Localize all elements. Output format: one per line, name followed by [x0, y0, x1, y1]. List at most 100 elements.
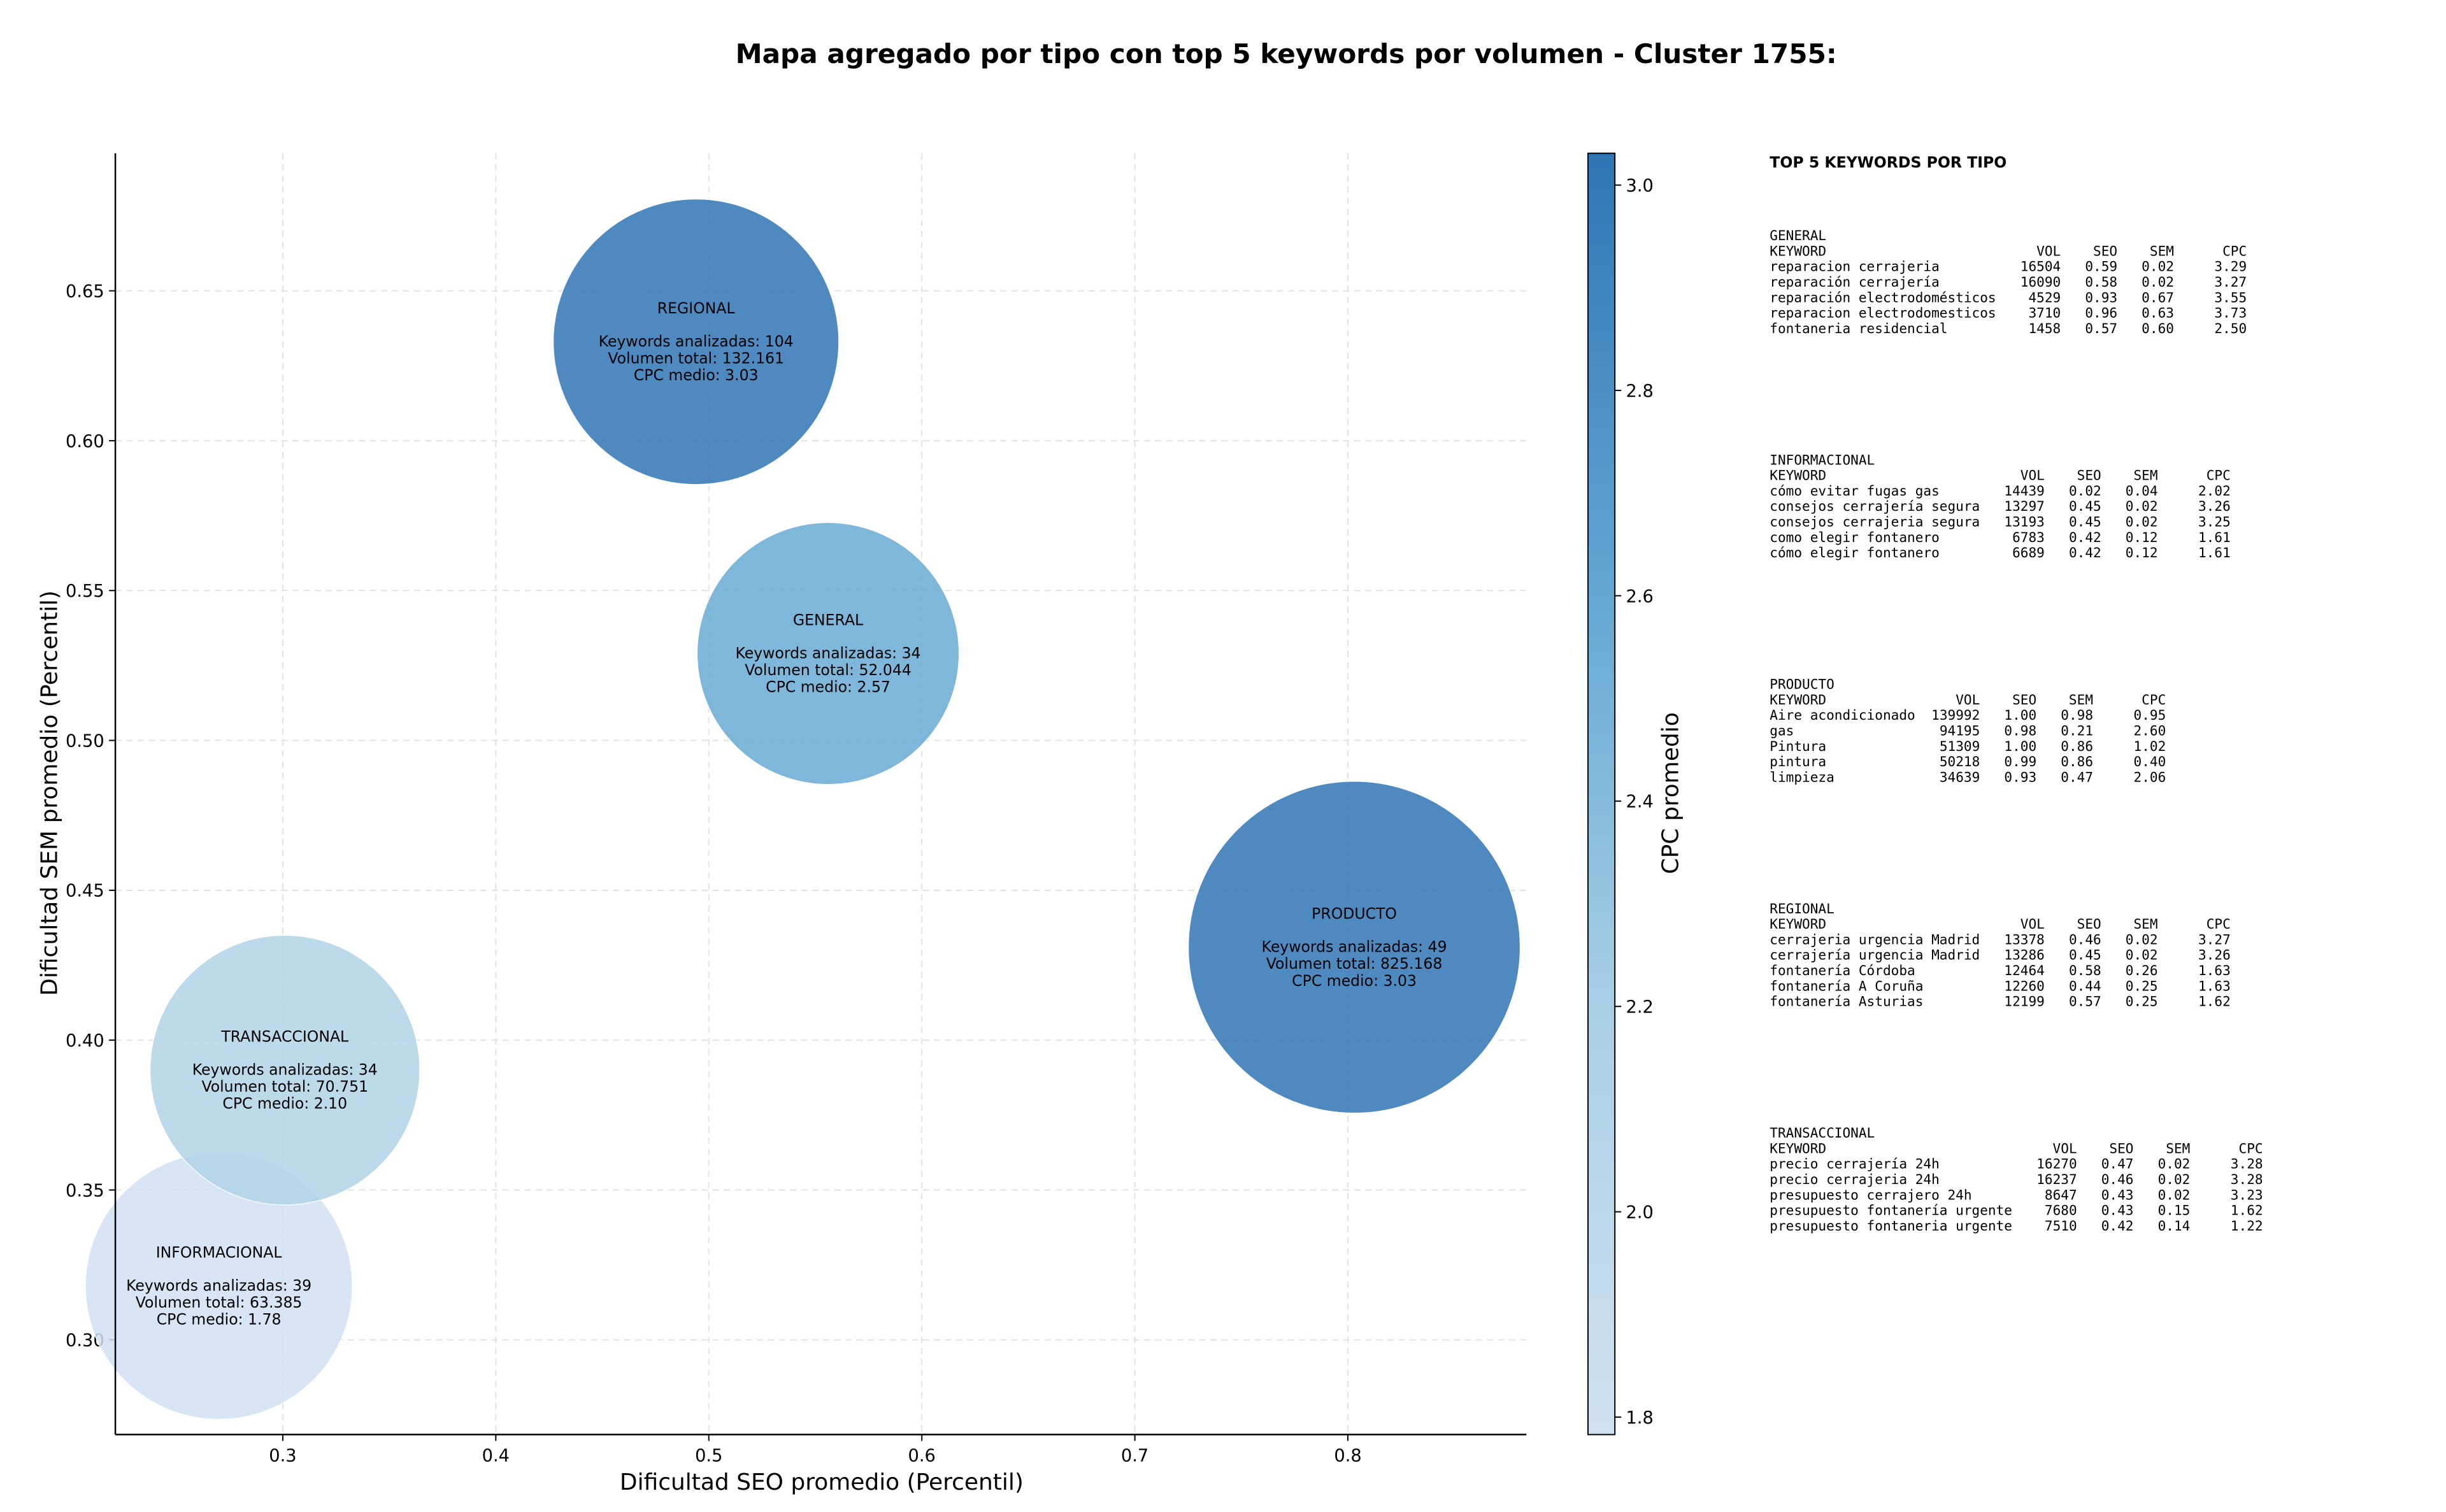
table-cell: 0.45 [2069, 514, 2101, 530]
table-header: VOL [2020, 467, 2045, 483]
table-name: GENERAL [1770, 227, 1826, 243]
table-cell: presupuesto fontaneria urgente [1770, 1218, 2012, 1234]
table-cell: 1.61 [2198, 529, 2231, 545]
table-cell: 3710 [2028, 305, 2061, 321]
table-cell: 0.93 [2085, 289, 2117, 305]
table-cell: 0.45 [2069, 498, 2101, 514]
table-cell: 16270 [2036, 1156, 2077, 1172]
table-cell: 0.95 [2134, 707, 2166, 723]
table-cell: cómo elegir fontanero [1770, 545, 1940, 560]
y-tick-label: 0.35 [66, 1181, 104, 1201]
table-cell: reparacion cerrajeria [1770, 259, 1940, 275]
table-cell: 16237 [2036, 1171, 2077, 1187]
table-cell: 0.21 [2061, 723, 2093, 739]
table-cell: 0.02 [2158, 1187, 2191, 1202]
table-header: CPC [2239, 1140, 2263, 1156]
table-cell: reparación cerrajería [1770, 274, 1940, 290]
table-name: PRODUCTO [1770, 676, 1834, 692]
table-cell: 1.00 [2004, 707, 2036, 723]
table-cell: presupuesto fontanería urgente [1770, 1202, 2012, 1218]
table-cell: 12199 [2004, 994, 2044, 1009]
table-name: INFORMACIONAL [1770, 452, 1875, 467]
colorbar-tick-label: 2.2 [1626, 997, 1654, 1017]
table-cell: 7510 [2045, 1218, 2077, 1234]
table-cell: 0.02 [2126, 498, 2158, 514]
x-tick-label: 0.7 [1121, 1446, 1148, 1466]
bubble [1188, 781, 1521, 1114]
table-cell: 1.61 [2198, 545, 2231, 560]
table-cell: reparacion electrodomesticos [1770, 305, 1996, 321]
colorbar [1587, 152, 1616, 1436]
table-cell: 13378 [2004, 931, 2044, 947]
table-cell: 34639 [1940, 769, 1980, 785]
table-cell: como elegir fontanero [1770, 529, 1940, 545]
table-cell: 50218 [1940, 753, 1980, 769]
table-cell: 0.02 [2142, 274, 2174, 290]
table-header: SEO [2012, 692, 2036, 708]
table-header: CPC [2206, 916, 2231, 932]
table-cell: 1.02 [2134, 738, 2166, 754]
colorbar-tick-label: 2.6 [1626, 587, 1654, 606]
table-cell: 4529 [2028, 289, 2061, 305]
y-tick-label: 0.40 [66, 1031, 104, 1051]
table-cell: cerrajería urgencia Madrid [1770, 947, 1980, 963]
table-cell: 3.28 [2231, 1171, 2263, 1187]
y-tick-label: 0.60 [66, 432, 104, 452]
table-name: TRANSACCIONAL [1770, 1125, 1875, 1141]
colorbar-tick-label: 2.0 [1626, 1203, 1654, 1223]
x-tick-label: 0.5 [695, 1446, 722, 1466]
table-cell: 0.47 [2101, 1156, 2134, 1172]
table-cell: 0.58 [2085, 274, 2117, 290]
table-cell: 1.00 [2004, 738, 2036, 754]
table-header: KEYWORD [1770, 467, 1826, 483]
table-cell: 0.86 [2061, 738, 2093, 754]
table-cell: cómo evitar fugas gas [1770, 483, 1940, 499]
bubble-name: PRODUCTO [1312, 905, 1397, 923]
table-header: SEM [2133, 916, 2157, 932]
table-header: CPC [2206, 467, 2231, 483]
x-tick-label: 0.8 [1334, 1446, 1361, 1466]
bubble-annotation: CPC medio: 2.10 [222, 1095, 347, 1113]
table-cell: 0.60 [2142, 320, 2174, 336]
table-cell: 3.23 [2231, 1187, 2263, 1202]
table-header: CPC [2142, 692, 2166, 708]
table-cell: 16090 [2020, 274, 2061, 290]
y-tick-label: 0.55 [66, 581, 104, 601]
table-header: KEYWORD [1770, 916, 1826, 932]
table-cell: 0.42 [2069, 529, 2101, 545]
x-tick-label: 0.3 [269, 1446, 296, 1466]
table-cell: 0.96 [2085, 305, 2117, 321]
table-cell: limpieza [1770, 769, 1834, 785]
table-header: VOL [1956, 692, 1980, 708]
table-header: SEO [2077, 916, 2101, 932]
table-cell: 2.02 [2198, 483, 2231, 499]
table-cell: 13286 [2004, 947, 2044, 963]
table-header: KEYWORD [1770, 1140, 1826, 1156]
table-header: SEM [2133, 467, 2157, 483]
bubble [553, 198, 840, 485]
colorbar-tick-label: 3.0 [1626, 176, 1654, 196]
table-cell: 6689 [2012, 545, 2045, 560]
y-tick-label: 0.65 [66, 282, 104, 302]
table-cell: precio cerrajería 24h [1770, 1156, 1940, 1172]
bubble-annotation: CPC medio: 2.57 [766, 678, 890, 696]
table-cell: 0.45 [2069, 947, 2101, 963]
bubble [696, 522, 960, 785]
colorbar-tick-label: 2.4 [1626, 792, 1654, 812]
table-cell: 1.22 [2231, 1218, 2263, 1234]
bubble-annotation: Keywords analizadas: 39 [126, 1276, 311, 1294]
bubble-name: REGIONAL [657, 299, 735, 317]
table-cell: 2.50 [2214, 320, 2247, 336]
table-cell: 13297 [2004, 498, 2044, 514]
table-cell: fontanería A Coruña [1770, 978, 1923, 994]
table-cell: 0.15 [2158, 1202, 2191, 1218]
colorbar-tick-label: 1.8 [1626, 1408, 1654, 1428]
y-axis-label: Dificultad SEM promedio (Percentil) [36, 590, 62, 996]
table-cell: 1.63 [2198, 962, 2231, 978]
table-cell: 0.63 [2142, 305, 2174, 321]
table-cell: 1.62 [2198, 994, 2231, 1009]
table-cell: 0.43 [2101, 1187, 2134, 1202]
table-cell: 3.27 [2198, 931, 2231, 947]
table-cell: 0.12 [2126, 545, 2158, 560]
